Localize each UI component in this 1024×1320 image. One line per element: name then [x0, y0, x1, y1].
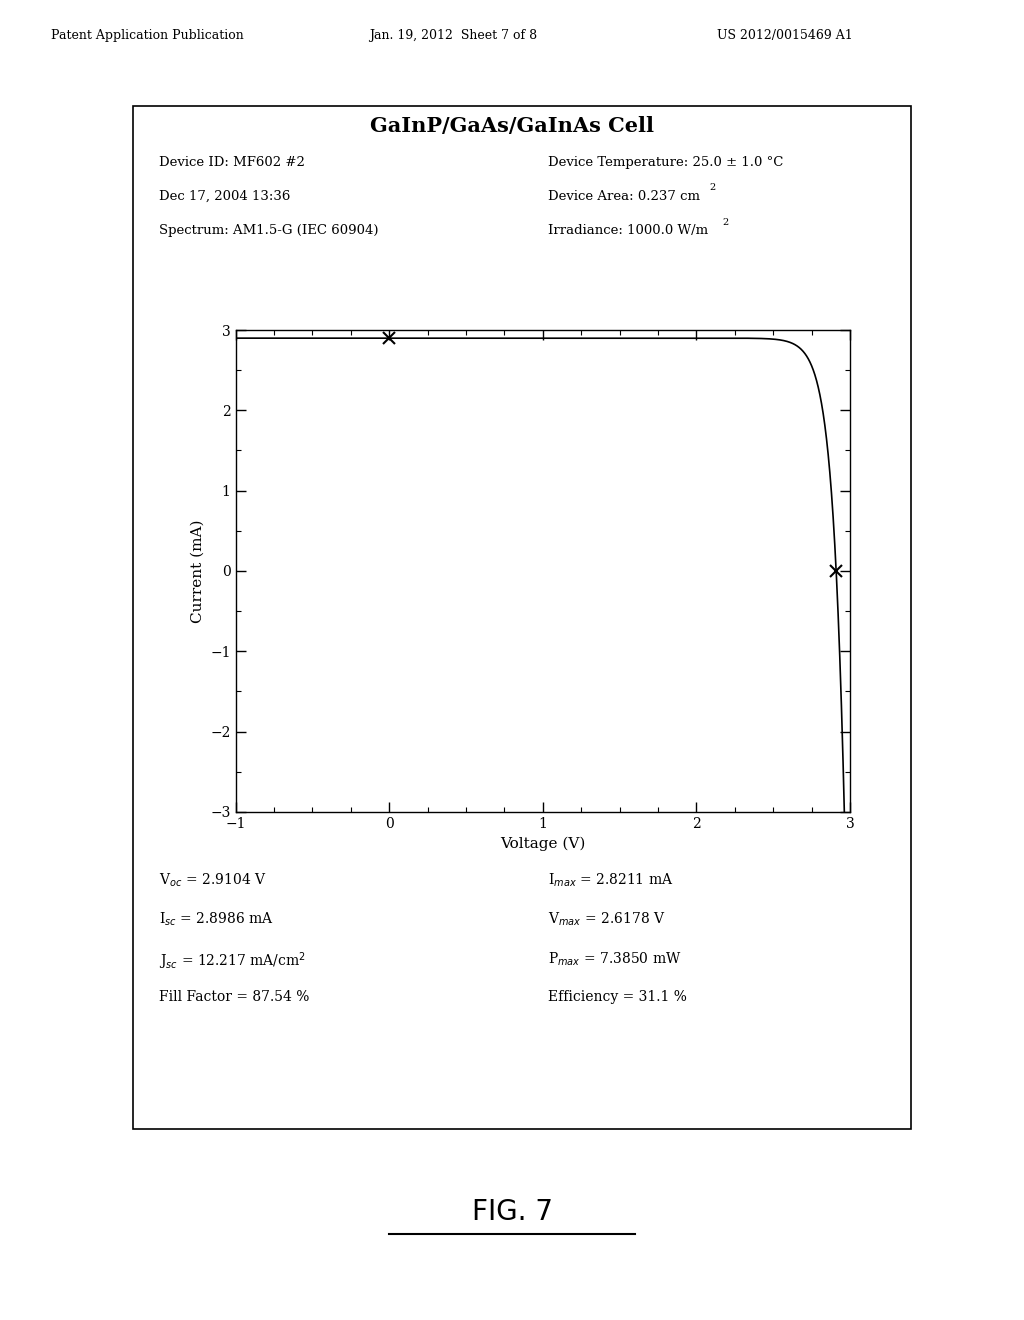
Text: V$_{max}$ = 2.6178 V: V$_{max}$ = 2.6178 V	[548, 911, 666, 928]
Text: GaInP/GaAs/GaInAs Cell: GaInP/GaAs/GaInAs Cell	[370, 116, 654, 136]
Text: FIG. 7: FIG. 7	[471, 1197, 553, 1226]
Text: Device Area: 0.237 cm: Device Area: 0.237 cm	[548, 190, 699, 203]
Y-axis label: Current (mA): Current (mA)	[190, 519, 205, 623]
Text: 2: 2	[710, 183, 716, 193]
Text: Patent Application Publication: Patent Application Publication	[51, 29, 244, 42]
Text: Device Temperature: 25.0 ± 1.0 °C: Device Temperature: 25.0 ± 1.0 °C	[548, 156, 783, 169]
Text: Jan. 19, 2012  Sheet 7 of 8: Jan. 19, 2012 Sheet 7 of 8	[369, 29, 537, 42]
Text: V$_{oc}$ = 2.9104 V: V$_{oc}$ = 2.9104 V	[159, 871, 266, 888]
Text: Irradiance: 1000.0 W/m: Irradiance: 1000.0 W/m	[548, 224, 708, 238]
Text: US 2012/0015469 A1: US 2012/0015469 A1	[717, 29, 853, 42]
Text: Fill Factor = 87.54 %: Fill Factor = 87.54 %	[159, 990, 309, 1005]
Text: Spectrum: AM1.5-G (IEC 60904): Spectrum: AM1.5-G (IEC 60904)	[159, 224, 378, 238]
Text: I$_{max}$ = 2.8211 mA: I$_{max}$ = 2.8211 mA	[548, 871, 673, 888]
Text: Dec 17, 2004 13:36: Dec 17, 2004 13:36	[159, 190, 290, 203]
Text: I$_{sc}$ = 2.8986 mA: I$_{sc}$ = 2.8986 mA	[159, 911, 273, 928]
X-axis label: Voltage (V): Voltage (V)	[500, 836, 586, 850]
Text: Efficiency = 31.1 %: Efficiency = 31.1 %	[548, 990, 687, 1005]
Text: Device ID: MF602 #2: Device ID: MF602 #2	[159, 156, 304, 169]
Text: 2: 2	[722, 218, 728, 227]
Text: P$_{max}$ = 7.3850 mW: P$_{max}$ = 7.3850 mW	[548, 950, 681, 968]
Text: J$_{sc}$ = 12.217 mA/cm$^{2}$: J$_{sc}$ = 12.217 mA/cm$^{2}$	[159, 950, 305, 972]
